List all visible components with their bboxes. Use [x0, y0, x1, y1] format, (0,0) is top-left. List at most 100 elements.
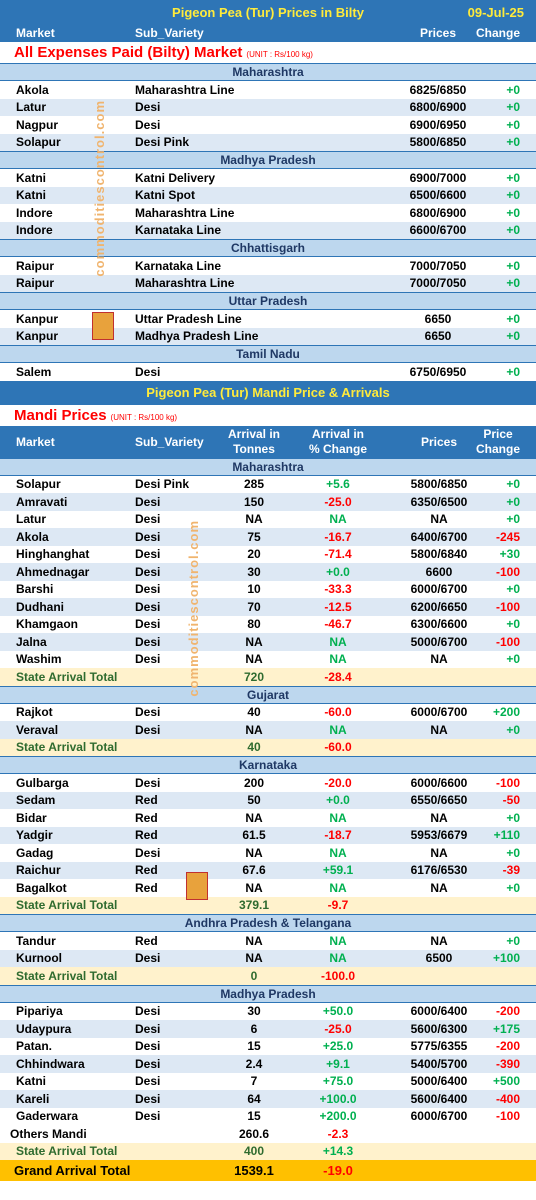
price: 6200/6650	[410, 599, 468, 614]
market-name: Latur	[16, 512, 46, 527]
price: 5800/6840	[410, 547, 468, 562]
table-row: Bidar Red NA NA NA +0	[0, 809, 536, 827]
price: 6600	[425, 564, 453, 579]
market-name: Kurnool	[16, 951, 62, 966]
price-change: +500	[492, 1074, 520, 1089]
price-change: -100	[495, 634, 520, 649]
others-pct: -2.3	[327, 1126, 349, 1141]
report-date: 09-Jul-25	[467, 4, 524, 20]
state-header: Madhya Pradesh	[0, 151, 536, 169]
market-name: Raipur	[16, 276, 55, 291]
price-change: +0	[506, 880, 520, 895]
price-change: +0	[506, 311, 520, 326]
price-change: +0	[506, 617, 520, 632]
price-change: -100	[495, 1109, 520, 1124]
state-total-label: State Arrival Total	[16, 740, 118, 755]
state-header: Tamil Nadu	[0, 345, 536, 363]
price: 5400/5700	[410, 1056, 468, 1071]
arrival-pct-change: -71.4	[324, 547, 352, 562]
arrival-pct-change: +9.1	[326, 1056, 350, 1071]
price: 5600/6400	[410, 1091, 468, 1106]
arrival-tonnes: NA	[245, 512, 263, 527]
market-name: Nagpur	[16, 117, 58, 132]
price: 6500/6600	[409, 188, 467, 203]
price: 5800/6850	[409, 135, 467, 150]
sub-variety: Desi	[135, 564, 161, 579]
sub-variety: Desi	[135, 117, 161, 132]
state-total-arrival: 40	[247, 740, 261, 755]
table-row: Bagalkot Red NA NA NA +0	[0, 879, 536, 897]
arrival-pct-change: NA	[329, 880, 347, 895]
price-change: +0	[506, 477, 520, 492]
price: 6800/6900	[409, 100, 467, 115]
price-change: -400	[495, 1091, 520, 1106]
sub-variety: Desi	[135, 100, 161, 115]
arrival-pct-change: NA	[329, 951, 347, 966]
price-change: -100	[495, 564, 520, 579]
arrival-pct-change: +25.0	[322, 1039, 354, 1054]
price-change: -39	[502, 863, 520, 878]
state-name: Chhattisgarh	[230, 241, 305, 255]
sub-variety: Desi	[135, 1021, 161, 1036]
table-row: Solapur Desi Pink 285 +5.6 5800/6850 +0	[0, 475, 536, 493]
price: 6400/6700	[410, 529, 468, 544]
grand-total-pct: -19.0	[323, 1163, 353, 1178]
sub-variety: Desi	[135, 652, 161, 667]
market-name: Solapur	[16, 135, 61, 150]
table-row: Akola Desi 75 -16.7 6400/6700 -245	[0, 528, 536, 546]
market-name: Ahmednagar	[16, 564, 90, 579]
state-name: Karnataka	[238, 758, 298, 772]
arrival-pct-change: +0.0	[326, 793, 350, 808]
table-row: Gadag Desi NA NA NA +0	[0, 844, 536, 862]
col-price-change-line2: Change	[475, 441, 520, 456]
price-change: +0	[506, 188, 520, 203]
others-label: Others Mandi	[10, 1126, 87, 1141]
arrival-pct-change: -25.0	[324, 1021, 352, 1036]
state-total-label: State Arrival Total	[16, 669, 118, 684]
price-change: +100	[492, 951, 520, 966]
price-change: -200	[495, 1004, 520, 1019]
market-name: Yadgir	[16, 828, 53, 843]
price-change: +30	[499, 547, 520, 562]
table-row: Katni Katni Delivery 6900/7000 +0	[0, 169, 536, 187]
sub-variety: Desi	[135, 845, 161, 860]
arrival-tonnes: 30	[247, 1004, 261, 1019]
price-change: +200	[492, 705, 520, 720]
arrival-tonnes: 80	[247, 617, 261, 632]
state-total-pct: -28.4	[324, 669, 352, 684]
sub-variety: Katni Spot	[135, 188, 195, 203]
price-change: +0	[506, 494, 520, 509]
state-total-arrival: 0	[250, 968, 258, 983]
price-change: -100	[495, 599, 520, 614]
mandi-section-heading: Mandi Prices (UNIT : Rs/100 kg)	[0, 404, 536, 426]
market-name: Dudhani	[16, 599, 64, 614]
sub-variety: Desi	[135, 775, 161, 790]
sub-variety: Red	[135, 810, 158, 825]
arrival-pct-change: -16.7	[324, 529, 352, 544]
arrival-pct-change: -46.7	[324, 617, 352, 632]
state-total-arrival: 400	[243, 1144, 265, 1159]
arrival-tonnes: 40	[247, 705, 261, 720]
market-name: Jalna	[16, 634, 47, 649]
col-price-change-line1: Price	[483, 426, 513, 441]
price: 6825/6850	[409, 82, 467, 97]
state-total-row: State Arrival Total 379.1 -9.7	[0, 896, 536, 914]
price: 5000/6700	[410, 634, 468, 649]
price: 5775/6355	[410, 1039, 468, 1054]
price-change: +110	[493, 828, 520, 843]
table-row: Kurnool Desi NA NA 6500 +100	[0, 949, 536, 967]
arrival-pct-change: -33.3	[324, 582, 352, 597]
state-total-row: State Arrival Total 40 -60.0	[0, 738, 536, 756]
arrival-tonnes: 15	[247, 1109, 261, 1124]
market-name: Washim	[16, 652, 62, 667]
table-row: Latur Desi 6800/6900 +0	[0, 98, 536, 116]
sub-variety: Desi	[135, 1091, 161, 1106]
price: 6000/6700	[410, 1109, 468, 1124]
bilty-section-heading: All Expenses Paid (Bilty) Market (UNIT : …	[0, 42, 536, 63]
price-change: +0	[506, 82, 520, 97]
sub-variety: Katni Delivery	[135, 170, 216, 185]
price-change: +0	[506, 933, 520, 948]
table-row: Raichur Red 67.6 +59.1 6176/6530 -39	[0, 861, 536, 879]
table-row: Hinghanghat Desi 20 -71.4 5800/6840 +30	[0, 545, 536, 563]
grand-total-label: Grand Arrival Total	[14, 1163, 131, 1178]
